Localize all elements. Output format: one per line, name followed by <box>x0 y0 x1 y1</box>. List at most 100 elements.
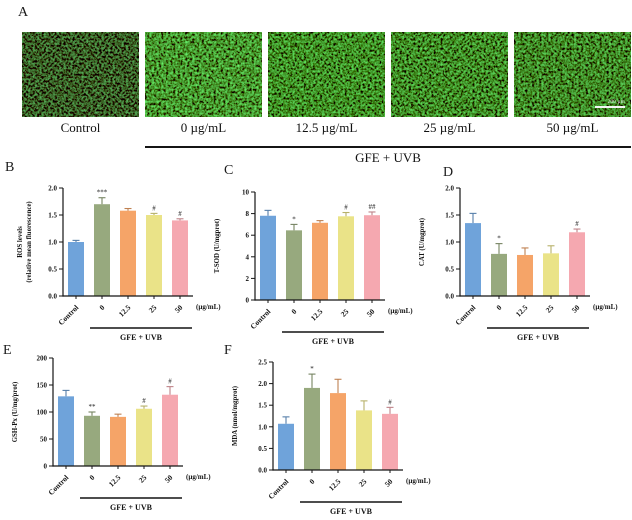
svg-text:50: 50 <box>570 303 582 315</box>
svg-text:GFE + UVB: GFE + UVB <box>120 333 163 342</box>
svg-text:50: 50 <box>173 303 185 315</box>
svg-text:#: # <box>575 220 579 228</box>
micrograph-0 <box>145 32 262 117</box>
svg-text:0: 0 <box>44 463 48 471</box>
svg-text:50: 50 <box>383 477 395 489</box>
svg-text:50: 50 <box>40 436 48 444</box>
svg-text:8: 8 <box>246 210 250 218</box>
svg-text:**: ** <box>89 403 97 411</box>
svg-text:2.5: 2.5 <box>258 359 267 367</box>
svg-text:Control: Control <box>266 477 290 501</box>
svg-text:1.0: 1.0 <box>445 239 454 247</box>
svg-text:0.0: 0.0 <box>48 293 57 301</box>
svg-text:##: ## <box>369 203 377 211</box>
svg-text:Control: Control <box>56 303 80 327</box>
svg-text:*: * <box>310 365 314 373</box>
svg-text:(µg/mL): (µg/mL) <box>406 477 431 485</box>
bar-chart-tsod: 0 2 4 6 8 10 T-SOD (U/mgprot) Control * 0 12.5 #25 #… <box>214 189 413 347</box>
panel-letter-b: B <box>5 160 15 175</box>
svg-text:12.5: 12.5 <box>309 307 325 323</box>
scale-bar <box>595 106 625 108</box>
svg-text:0: 0 <box>97 303 106 312</box>
micrograph-control <box>22 32 139 117</box>
svg-text:200: 200 <box>37 355 48 363</box>
bar-chart-ros: 0.0 0.5 1.0 1.5 2.0 ROS levels (relative mean … <box>17 185 221 343</box>
fluorescence-image <box>514 32 631 117</box>
svg-text:2.0: 2.0 <box>48 185 57 193</box>
svg-text:0: 0 <box>87 473 96 482</box>
svg-text:0: 0 <box>289 307 298 316</box>
panel-letter-e: E <box>3 343 12 358</box>
bar-chart-mda: 0.0 0.5 1.0 1.5 2.0 2.5 MDA (nmol/mgprot) Contr… <box>232 359 431 517</box>
panel-letter-a: A <box>18 5 29 20</box>
svg-text:Control: Control <box>248 307 272 331</box>
svg-text:ROS levels: ROS levels <box>17 226 24 258</box>
svg-text:12.5: 12.5 <box>117 303 133 319</box>
uvb-bracket-line <box>145 146 631 148</box>
svg-text:(µg/mL): (µg/mL) <box>186 473 211 481</box>
svg-text:4: 4 <box>246 253 250 261</box>
svg-text:*: * <box>292 215 296 223</box>
svg-text:1.5: 1.5 <box>445 212 454 220</box>
svg-text:#: # <box>142 397 146 405</box>
svg-text:50: 50 <box>163 473 175 485</box>
micrograph-caption-0: 0 µg/mL <box>180 120 227 135</box>
micrograph-50: 200 µm <box>514 32 631 117</box>
svg-text:100: 100 <box>37 409 48 417</box>
svg-text:0: 0 <box>494 303 503 312</box>
fluorescence-image <box>268 32 385 117</box>
svg-text:GFE + UVB: GFE + UVB <box>330 507 373 516</box>
uvb-bracket-label: GFE + UVB <box>355 150 421 165</box>
svg-text:2.0: 2.0 <box>445 185 454 193</box>
svg-text:(µg/mL): (µg/mL) <box>593 303 618 311</box>
svg-text:Control: Control <box>453 303 477 327</box>
svg-text:0: 0 <box>307 477 316 486</box>
svg-text:2: 2 <box>246 275 250 283</box>
svg-text:1.0: 1.0 <box>258 423 267 431</box>
svg-text:0.5: 0.5 <box>48 266 57 274</box>
svg-text:#: # <box>388 398 392 406</box>
svg-text:0.5: 0.5 <box>445 266 454 274</box>
bar-chart-gshpx: 0 50 100 150 200 GSH-Px (U/mg/prot) Control ** 0… <box>12 355 211 513</box>
svg-text:(µg/mL): (µg/mL) <box>388 307 413 315</box>
svg-text:(µg/mL): (µg/mL) <box>196 303 221 311</box>
svg-text:150: 150 <box>37 382 48 390</box>
svg-text:1.5: 1.5 <box>258 402 267 410</box>
svg-text:25: 25 <box>339 307 351 319</box>
svg-text:1.5: 1.5 <box>48 212 57 220</box>
svg-text:***: *** <box>97 189 108 197</box>
panel-letter-c: C <box>224 163 234 178</box>
svg-text:50: 50 <box>365 307 377 319</box>
svg-text:CAT (U/mgprot): CAT (U/mgprot) <box>419 218 426 266</box>
micrograph-25 <box>391 32 508 117</box>
micrograph-caption-25: 25 µg/mL <box>423 120 476 135</box>
svg-text:25: 25 <box>147 303 159 315</box>
panel-letter-f: F <box>224 343 232 358</box>
svg-text:#: # <box>344 204 348 212</box>
svg-text:Control: Control <box>46 473 70 497</box>
svg-text:12.5: 12.5 <box>107 473 123 489</box>
svg-text:12.5: 12.5 <box>514 303 530 319</box>
svg-text:0.0: 0.0 <box>445 293 454 301</box>
svg-text:25: 25 <box>137 473 149 485</box>
svg-text:0.5: 0.5 <box>258 445 267 453</box>
svg-text:1.0: 1.0 <box>48 239 57 247</box>
svg-text:25: 25 <box>544 303 556 315</box>
svg-text:2.0: 2.0 <box>258 380 267 388</box>
svg-text:GFE + UVB: GFE + UVB <box>517 333 560 342</box>
svg-text:6: 6 <box>246 232 250 240</box>
svg-text:#: # <box>178 210 182 218</box>
scale-bar-label: 200 µm <box>607 100 625 105</box>
svg-text:T-SOD (U/mgprot): T-SOD (U/mgprot) <box>214 219 221 274</box>
svg-text:#: # <box>152 204 156 212</box>
svg-text:(relative mean fluorescence): (relative mean fluorescence) <box>26 201 33 282</box>
svg-text:GSH-Px (U/mg/prot): GSH-Px (U/mg/prot) <box>12 382 19 442</box>
svg-text:#: # <box>168 378 172 386</box>
fluorescence-image <box>391 32 508 117</box>
fluorescence-image <box>145 32 262 117</box>
svg-text:MDA (nmol/mgprot): MDA (nmol/mgprot) <box>232 386 239 446</box>
svg-text:0.0: 0.0 <box>258 467 267 475</box>
svg-text:GFE + UVB: GFE + UVB <box>312 337 355 346</box>
svg-text:12.5: 12.5 <box>327 477 343 493</box>
